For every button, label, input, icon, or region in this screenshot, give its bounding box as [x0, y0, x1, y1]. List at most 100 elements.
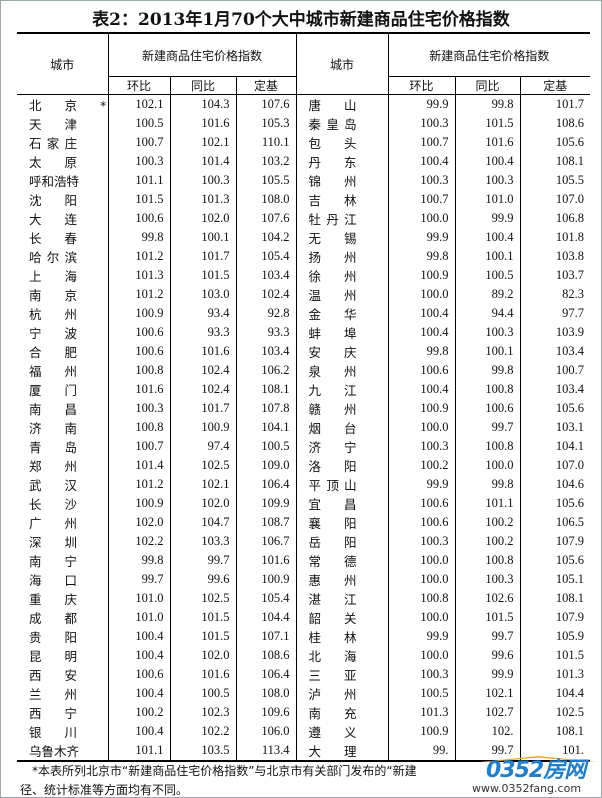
base-value: 105.6 — [519, 133, 591, 152]
yoy-value: 101.5 — [169, 608, 237, 627]
city-label: 南昌 — [29, 402, 101, 417]
yoy-value: 99.8 — [454, 361, 521, 380]
base-value: 107.1 — [235, 627, 297, 646]
yoy-value: 100.6 — [454, 399, 521, 418]
base-value: 109.9 — [235, 494, 297, 513]
watermark-logo-text: 0352房网 — [486, 758, 586, 783]
base-value: 104.2 — [235, 228, 297, 247]
table-row: 南京 101.2 103.0 102.4 温州 100.0 89.2 82.3 — [17, 285, 591, 304]
base-value: 103.9 — [519, 323, 591, 342]
table-row: 乌鲁木齐 101.1 103.5 113.4 大理 99. 99.7 101. — [17, 741, 591, 761]
table-row: 深圳 102.2 103.3 106.7 岳阳 100.3 100.2 107.9 — [17, 532, 591, 551]
city-name: 锦州 — [295, 171, 389, 190]
mom-value: 100.7 — [107, 437, 171, 456]
base-value: 103.1 — [519, 418, 591, 437]
city-label: 岳阳 — [308, 535, 380, 550]
city-name: 济宁 — [295, 437, 389, 456]
yoy-value: 102.5 — [169, 456, 237, 475]
yoy-value: 101.0 — [454, 190, 521, 209]
city-label: 洛阳 — [308, 459, 380, 474]
city-name: 南京 — [17, 285, 109, 304]
base-value: 109.6 — [235, 703, 297, 722]
table-row: 大连 100.6 102.0 107.6 牡丹江 100.0 99.9 106.8 — [17, 209, 591, 228]
base-value: 105.3 — [235, 114, 297, 133]
yoy-value: 102.5 — [169, 589, 237, 608]
yoy-value: 102.7 — [454, 703, 521, 722]
city-name: 赣州 — [295, 399, 389, 418]
mom-value: 100.7 — [387, 190, 456, 209]
yoy-value: 100.5 — [169, 684, 237, 703]
city-name: 襄阳 — [295, 513, 389, 532]
mom-value: 100.4 — [107, 646, 171, 665]
yoy-value: 101.6 — [169, 342, 237, 361]
city-label: 安庆 — [308, 345, 380, 360]
base-value: 103.4 — [519, 342, 591, 361]
table-row: 海口 99.7 99.6 100.9 惠州 100.0 100.3 105.1 — [17, 570, 591, 589]
mom-value: 99. — [387, 741, 456, 761]
table-row: 合肥 100.6 101.6 103.4 安庆 99.8 100.1 103.4 — [17, 342, 591, 361]
mom-value: 100.8 — [107, 418, 171, 437]
city-name: 丹东 — [295, 152, 389, 171]
table-row: 银川 100.4 102.2 106.0 遵义 100.9 102. 108.1 — [17, 722, 591, 741]
city-name: 沈阳 — [17, 190, 109, 209]
mom-value: 100.9 — [387, 399, 456, 418]
city-label: 大连 — [29, 212, 101, 227]
city-name: 天津 — [17, 114, 109, 133]
city-name: 吉林 — [295, 190, 389, 209]
city-label: 兰州 — [29, 687, 101, 702]
yoy-value: 103.3 — [169, 532, 237, 551]
mom-value: 100.9 — [387, 722, 456, 741]
city-name: 桂林 — [295, 627, 389, 646]
mom-value: 100.5 — [107, 114, 171, 133]
city-name: 西宁 — [17, 703, 109, 722]
mom-value: 100.0 — [387, 285, 456, 304]
table-row: 厦门 101.6 102.4 108.1 九江 100.4 100.8 103.4 — [17, 380, 591, 399]
yoy-value: 100.3 — [454, 323, 521, 342]
table-row: 成都 101.0 101.5 104.4 韶关 100.0 101.5 107.9 — [17, 608, 591, 627]
city-label: 包头 — [308, 136, 380, 151]
city-name: 安庆 — [295, 342, 389, 361]
base-value: 108.7 — [235, 513, 297, 532]
yoy-value: 102.4 — [169, 380, 237, 399]
base-value: 104.4 — [519, 684, 591, 703]
base-value: 107.0 — [519, 456, 591, 475]
base-value: 104.4 — [235, 608, 297, 627]
city-name: 包头 — [295, 133, 389, 152]
yoy-value: 99.6 — [454, 646, 521, 665]
base-value: 105.4 — [235, 247, 297, 266]
yoy-value: 102.1 — [454, 684, 521, 703]
mom-value: 100.2 — [387, 456, 456, 475]
yoy-value: 101.6 — [169, 114, 237, 133]
city-name: 秦皇岛 — [295, 114, 389, 133]
city-label: 武汉 — [29, 478, 101, 493]
yoy-value: 93.3 — [169, 323, 237, 342]
table-row: 长春 99.8 100.1 104.2 无锡 99.9 100.4 101.8 — [17, 228, 591, 247]
yoy-value: 100.2 — [454, 513, 521, 532]
city-name: 大理 — [295, 741, 389, 761]
yoy-value: 101.5 — [169, 627, 237, 646]
mom-value: 100.8 — [107, 361, 171, 380]
city-label: 成都 — [29, 611, 101, 626]
city-name: 九江 — [295, 380, 389, 399]
yoy-value: 100.2 — [454, 532, 521, 551]
city-label: 常德 — [308, 554, 380, 569]
city-name: 大连 — [17, 209, 109, 228]
mom-value: 100.0 — [387, 646, 456, 665]
city-name: 西安 — [17, 665, 109, 684]
base-value: 103.7 — [519, 266, 591, 285]
city-label: 海口 — [29, 573, 101, 588]
yoy-value: 102.1 — [169, 475, 237, 494]
mom-value: 101.5 — [107, 190, 171, 209]
city-name: 泸州 — [295, 684, 389, 703]
mom-value: 100.0 — [387, 418, 456, 437]
base-value: 107.9 — [519, 532, 591, 551]
base-value: 108.0 — [235, 684, 297, 703]
base-value: 103.4 — [235, 266, 297, 285]
city-label: 银川 — [29, 725, 101, 740]
yoy-value: 103.0 — [169, 285, 237, 304]
yoy-value: 100.0 — [454, 456, 521, 475]
city-label: 合肥 — [29, 345, 101, 360]
mom-value: 100.4 — [387, 380, 456, 399]
city-label: 乌鲁木齐 — [29, 744, 80, 759]
city-name: 武汉 — [17, 475, 109, 494]
